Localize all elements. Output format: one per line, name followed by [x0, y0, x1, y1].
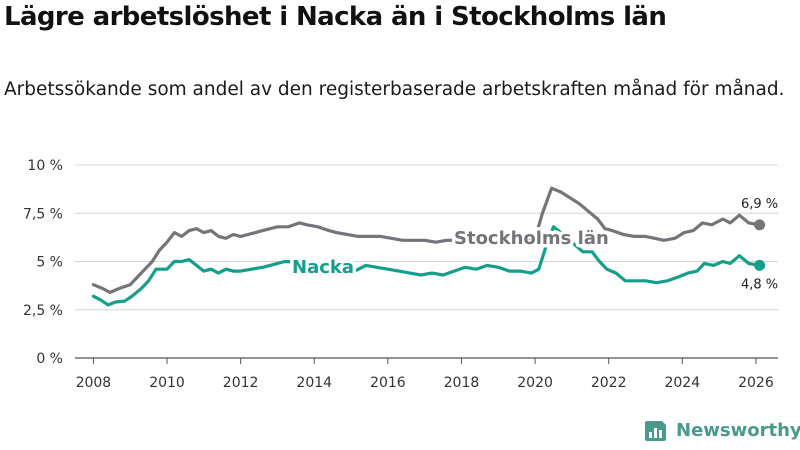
y-tick-label: 7,5 %	[23, 206, 63, 222]
line-chart: 0 % 2,5 % 5 % 7,5 % 10 % 2008 2010 2012 2014 2016…	[23, 158, 778, 391]
chart-title: Lägre arbetslöshet i Nacka än i Stockhol…	[4, 2, 667, 32]
y-tick-label: 10 %	[27, 158, 63, 174]
newsworthy-logo-icon	[645, 421, 666, 441]
series-label-stockholms-lan: Stockholms län	[454, 228, 609, 249]
x-tick-label: 2024	[664, 375, 700, 391]
x-tick-label: 2008	[76, 375, 112, 391]
end-point-nacka	[754, 259, 766, 271]
x-tick-label: 2012	[223, 375, 259, 391]
series-line-stockholms-lan	[91, 186, 762, 294]
y-tick-label: 2,5 %	[23, 303, 63, 319]
end-point-stockholms-lan	[754, 219, 766, 231]
series-line-nacka	[91, 225, 762, 307]
x-tick-label: 2018	[444, 375, 480, 391]
x-tick-label: 2016	[370, 375, 406, 391]
y-tick-label: 5 %	[36, 255, 63, 271]
x-tick-label: 2026	[738, 375, 774, 391]
brand-name: Newsworthy	[676, 419, 800, 441]
x-tick-label: 2022	[591, 375, 627, 391]
y-tick-label: 0 %	[36, 351, 63, 367]
x-tick-label: 2010	[149, 375, 185, 391]
chart-subtitle: Arbetssökande som andel av den registerb…	[4, 79, 785, 100]
x-tick-label: 2014	[296, 375, 332, 391]
brand-logo[interactable]: Newsworthy	[644, 418, 800, 442]
end-value-label: 6,9 %	[741, 197, 778, 212]
series-label-nacka: Nacka	[292, 257, 354, 278]
x-tick-label: 2020	[517, 375, 553, 391]
end-value-label: 4,8 %	[741, 277, 778, 292]
